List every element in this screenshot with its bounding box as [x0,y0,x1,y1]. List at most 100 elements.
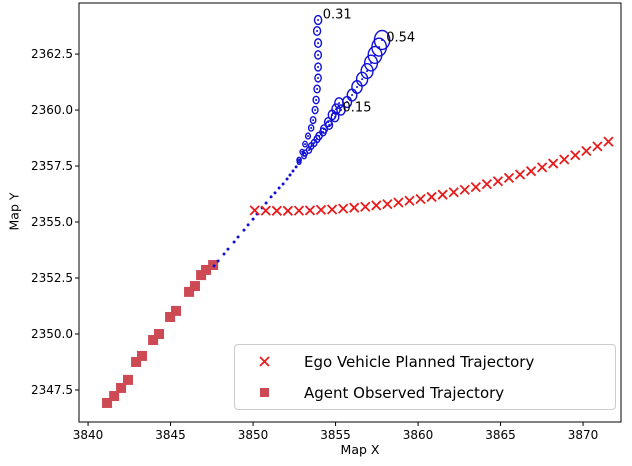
trajectory-dot [232,240,236,244]
prediction-uncertainty-circle [313,38,323,48]
prediction-point-dot [315,98,318,101]
prediction-uncertainty-circle [373,29,391,51]
ego-planned-x [492,176,504,187]
ego-planned-x [360,201,371,212]
prediction-point-dot [317,19,320,22]
ego-planned-x [459,184,470,195]
ego-planned-x [404,195,415,206]
prediction-uncertainty-circle [319,124,329,134]
prediction-uncertainty-circle [323,117,333,128]
series-open-circle [296,14,323,163]
ego-planned-x [282,205,294,216]
ego-planned-x [503,172,515,184]
prediction-point-dot [323,128,326,131]
trajectory-dot [277,186,281,190]
x-tick-label-3850: 3850 [237,428,269,442]
prediction-point-dot [381,38,384,41]
trajectory-dot [291,169,295,173]
ego-planned-x [448,187,459,198]
prediction-uncertainty-circle [314,73,322,83]
agent-observed-square [123,374,134,385]
legend-label-ego-planned: Ego Vehicle Planned Trajectory [304,352,535,371]
prediction-point-dot [356,85,359,88]
probability-annotation-015: 0.15 [342,100,372,116]
ego-planned-x [260,205,271,216]
ego-planned-x [481,179,492,190]
ego-planned-x [559,154,570,165]
series-open-circle [296,29,391,164]
agent-observed-square [189,281,200,292]
prediction-uncertainty-circle [309,116,317,125]
prediction-uncertainty-circle [355,71,369,87]
prediction-uncertainty-circle [336,104,346,116]
prediction-point-dot [317,77,320,80]
prediction-uncertainty-circle [307,124,315,132]
x-tick-label-3860: 3860 [402,428,434,442]
prediction-uncertainty-circle [312,25,322,36]
series-open-circle [296,97,344,166]
prediction-uncertainty-circle [301,152,307,160]
prediction-uncertainty-circle [313,14,323,26]
ego-planned-x [293,205,305,216]
ego-planned-x [581,145,592,157]
prediction-point-dot [313,141,316,144]
prediction-point-dot [316,29,319,32]
prediction-uncertainty-circle [312,95,320,105]
x-marker-icon [235,355,293,368]
ego-planned-x [514,169,526,180]
prediction-point-dot [346,100,349,103]
agent-observed-square [148,335,159,346]
prediction-uncertainty-circle [311,105,319,115]
trajectory-dot [242,228,246,232]
square-marker-icon [235,388,293,397]
ego-planned-x [426,191,437,203]
legend-item-agent-observed: Agent Observed Trajectory [235,377,615,408]
prediction-uncertainty-circle [314,50,323,60]
ego-planned-x [382,198,393,210]
ego-planned-x [249,205,260,216]
prediction-uncertainty-circle [315,131,323,141]
ego-planned-x [592,141,603,152]
trajectory-dot [222,252,226,256]
prediction-point-dot [307,135,310,138]
y-tick-label-2360.0: 2360.0 [31,103,73,118]
y-tick-label-2350.0: 2350.0 [31,326,73,341]
ego-planned-x [437,189,448,200]
prediction-point-dot [298,161,301,164]
y-tick-label-2347.5: 2347.5 [31,382,73,397]
trajectory-dot [251,217,255,221]
y-tick-label-2357.5: 2357.5 [31,159,73,174]
trajectory-dot [226,247,230,251]
prediction-point-dot [312,119,315,122]
y-tick-label-2362.5: 2362.5 [31,47,73,62]
ego-planned-x [315,204,327,216]
trajectory-dot [288,173,292,177]
series-x [249,136,614,216]
prediction-uncertainty-circle [313,84,321,94]
prediction-uncertainty-circle [331,103,341,115]
agent-observed-square [184,286,195,297]
prediction-uncertainty-circle [304,132,312,140]
agent-observed-square [137,350,148,361]
prediction-uncertainty-circle [305,146,313,154]
ego-planned-x [338,203,349,214]
y-tick-label-2355.0: 2355.0 [31,215,73,230]
agent-observed-square [131,356,142,367]
prediction-uncertainty-circle [314,62,323,72]
agent-observed-square [116,382,127,393]
y-tick-label-2352.5: 2352.5 [31,271,73,285]
agent-observed-square [109,391,120,402]
ego-planned-x [393,197,404,208]
prediction-uncertainty-circle [296,158,302,166]
prediction-point-dot [310,126,313,129]
legend-item-ego-planned: Ego Vehicle Planned Trajectory [235,346,615,377]
probability-annotation-054: 0.54 [386,30,416,46]
series-dot [212,165,298,268]
x-tick-label-3845: 3845 [155,428,186,442]
ego-planned-x [570,150,581,161]
prediction-point-dot [335,108,338,111]
prediction-point-dot [307,149,310,152]
trajectory-dot [216,259,220,263]
x-axis-label: Map X [340,442,380,457]
